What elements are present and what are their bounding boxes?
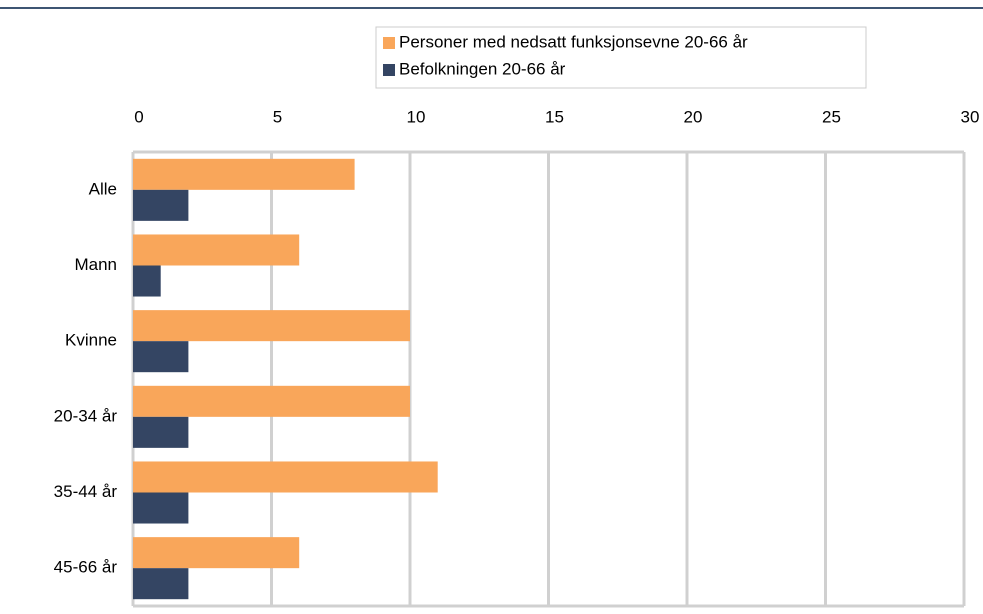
x-tick-label: 5 [273,107,282,126]
bar [133,492,189,524]
legend-label: Befolkningen 20-66 år [399,59,566,78]
bar [133,416,189,448]
bar [133,189,189,221]
y-tick-label: 35-44 år [54,482,118,501]
bar [133,158,355,190]
y-tick-label: 45-66 år [54,558,118,577]
x-tick-label: 0 [134,107,143,126]
x-tick-label: 30 [961,107,980,126]
bar [133,385,410,417]
x-tick-label: 20 [684,107,703,126]
bar [133,461,438,493]
x-tick-label: 10 [407,107,426,126]
bar [133,568,189,600]
y-tick-label: Alle [89,179,117,198]
legend-box [375,26,867,89]
bar [133,310,410,342]
x-tick-label: 25 [822,107,841,126]
y-tick-label: Mann [74,255,117,274]
legend-swatch [383,37,395,49]
legend-label: Personer med nedsatt funksjonsevne 20-66… [399,32,748,51]
bar [133,537,300,569]
y-tick-label: Kvinne [65,331,117,350]
x-tick-label: 15 [545,107,564,126]
legend-swatch [383,64,395,76]
bar [133,265,161,297]
bar [133,341,189,373]
bar [133,234,300,266]
y-tick-label: 20-34 år [54,406,118,425]
